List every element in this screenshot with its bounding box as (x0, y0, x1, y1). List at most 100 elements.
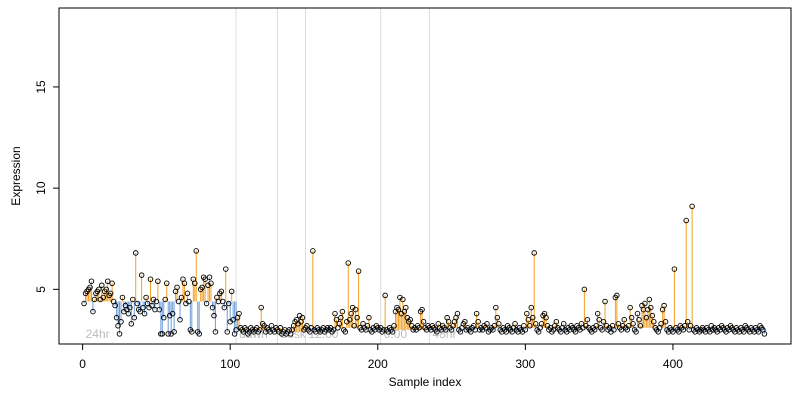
data-point (119, 294, 126, 301)
data-point (127, 304, 133, 311)
data-point (153, 298, 160, 305)
data-point (96, 286, 102, 293)
data-point (352, 306, 359, 313)
data-point (649, 312, 656, 319)
data-point (761, 331, 768, 337)
data-point (338, 314, 344, 321)
data-point (224, 329, 230, 335)
data-point (354, 314, 360, 321)
data-point (196, 331, 202, 337)
data-point (658, 321, 664, 327)
data-point (299, 314, 306, 321)
data-point (330, 327, 337, 333)
data-point (403, 304, 409, 311)
data-point (109, 280, 115, 287)
segment-divider-lines (235, 8, 430, 344)
data-point (584, 316, 591, 323)
data-point (156, 306, 163, 313)
data-point (215, 298, 222, 305)
data-point (676, 329, 682, 335)
data-point (627, 304, 633, 311)
data-point (670, 329, 676, 335)
data-point (310, 248, 316, 254)
data-point (211, 312, 217, 319)
data-point (689, 203, 695, 210)
data-point (633, 329, 639, 335)
data-point (141, 310, 148, 317)
data-point (528, 304, 535, 311)
data-point (553, 318, 560, 325)
y-axis: 5 10 15 (34, 80, 59, 293)
data-point (193, 248, 199, 254)
data-point (529, 314, 536, 321)
data-point (596, 316, 602, 323)
data-point (621, 316, 627, 323)
data-point (531, 250, 537, 256)
data-point (524, 310, 530, 317)
data-point (345, 260, 352, 266)
data-point (143, 294, 149, 301)
data-point (445, 318, 452, 325)
data-point (236, 310, 242, 317)
data-point (177, 316, 183, 323)
data-point (163, 280, 170, 287)
data-point (512, 321, 518, 327)
data-point (159, 331, 166, 337)
data-point (134, 300, 140, 307)
data-point (220, 298, 226, 305)
data-point (681, 323, 688, 329)
data-point (336, 321, 343, 327)
data-point (230, 316, 236, 323)
data-point (614, 292, 620, 299)
data-point (462, 318, 468, 325)
data-point (256, 327, 263, 333)
y-axis-title: Expression (9, 146, 23, 205)
data-point (118, 318, 124, 325)
data-point (171, 329, 177, 335)
data-point (113, 314, 120, 321)
data-point (382, 292, 388, 299)
x-tick-label: 400 (663, 357, 683, 371)
data-point (642, 300, 648, 307)
data-point (594, 310, 601, 317)
data-point (181, 280, 188, 287)
data-point (149, 302, 155, 309)
data-point (348, 310, 354, 317)
data-point (491, 323, 498, 329)
data-point (625, 323, 632, 329)
x-axis: 0 100 200 300 400 (79, 344, 683, 371)
data-point (115, 323, 121, 329)
data-point (199, 284, 205, 291)
data-point (651, 318, 657, 325)
data-point (389, 329, 396, 335)
x-axis-title: Sample index (389, 375, 462, 389)
data-point (755, 329, 762, 335)
data-point (543, 314, 549, 321)
data-point (186, 298, 192, 305)
data-point (81, 300, 87, 307)
data-point (138, 272, 145, 278)
data-point (233, 327, 239, 333)
data-point (90, 308, 96, 315)
data-point (218, 288, 225, 295)
segment-label: 24hr (86, 327, 110, 341)
data-point (104, 278, 111, 285)
data-point (420, 318, 427, 325)
data-point (355, 268, 362, 274)
data-point (212, 329, 219, 335)
data-point (683, 217, 689, 224)
data-point (100, 294, 107, 301)
data-point (202, 276, 208, 282)
baseline-stems (83, 206, 765, 334)
data-point (419, 306, 425, 313)
data-point (442, 327, 449, 333)
data-point (643, 314, 650, 321)
data-point (628, 314, 635, 321)
data-point (206, 274, 213, 280)
data-point (630, 321, 636, 327)
data-point (532, 321, 539, 327)
data-point (208, 280, 214, 287)
data-point (184, 290, 191, 297)
data-point (400, 296, 406, 303)
